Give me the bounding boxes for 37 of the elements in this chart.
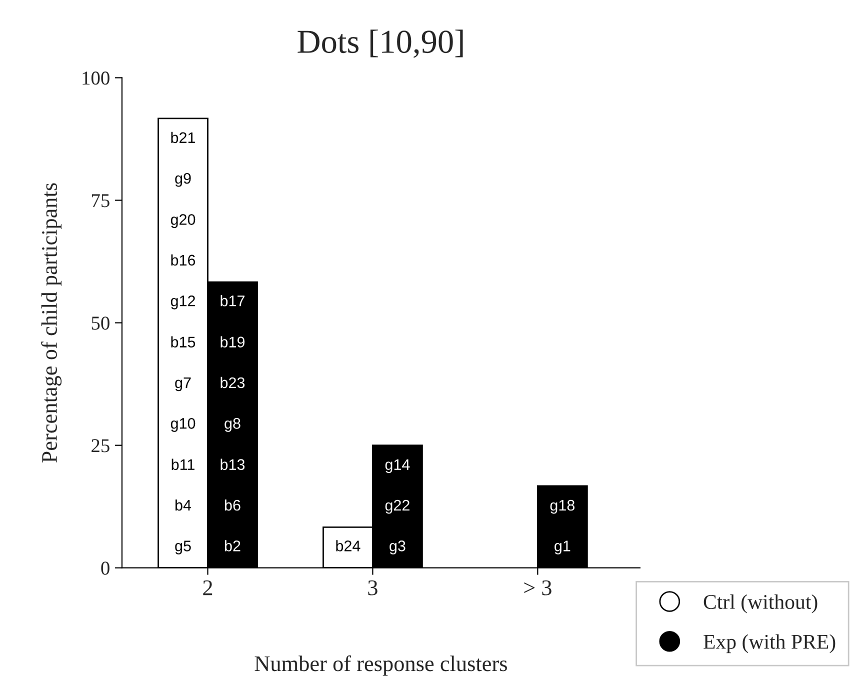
x-tick-label: 2 bbox=[203, 580, 212, 596]
annotation: g22 bbox=[385, 500, 410, 514]
annotation: b23 bbox=[220, 376, 245, 388]
annotation: g1 bbox=[554, 540, 570, 554]
y-tick-label: 100 bbox=[82, 72, 110, 85]
y-tick-label: 75 bbox=[92, 194, 110, 208]
chart-title: Dots [10,90] bbox=[298, 30, 463, 58]
annotation: b4 bbox=[176, 499, 192, 511]
annotation: g18 bbox=[550, 500, 575, 514]
annotation: b11 bbox=[172, 458, 194, 470]
annotation: b13 bbox=[220, 458, 245, 470]
y-tick-label: 25 bbox=[92, 439, 110, 452]
annotation: g9 bbox=[175, 172, 191, 187]
annotation: b24 bbox=[336, 540, 360, 552]
y-tick-label: 50 bbox=[92, 316, 110, 330]
x-tick-label: > 3 bbox=[524, 580, 552, 596]
annotation: b21 bbox=[171, 132, 196, 144]
annotation: g12 bbox=[170, 295, 195, 310]
annotation: g8 bbox=[224, 418, 240, 432]
x-axis-title: Number of response clusters bbox=[254, 655, 507, 676]
annotation: g20 bbox=[170, 214, 196, 228]
annotation: b17 bbox=[220, 295, 244, 306]
annotation: g3 bbox=[390, 540, 406, 554]
annotation: b15 bbox=[171, 336, 196, 348]
annotation: b19 bbox=[220, 336, 245, 348]
annotation: b16 bbox=[171, 254, 196, 266]
y-axis-title: Percentage of child participants bbox=[41, 183, 62, 463]
y-tick-label: 0 bbox=[101, 562, 110, 575]
annotation: g14 bbox=[385, 459, 410, 474]
annotation: b6 bbox=[224, 499, 240, 511]
annotation: g7 bbox=[175, 377, 191, 392]
legend-label: Exp (with PRE) bbox=[704, 634, 836, 654]
legend-label: Ctrl (without) bbox=[704, 594, 818, 614]
x-tick-label: 3 bbox=[368, 580, 378, 596]
annotation: b2 bbox=[224, 540, 240, 552]
annotation: g10 bbox=[170, 418, 196, 432]
annotation: g5 bbox=[175, 540, 191, 554]
